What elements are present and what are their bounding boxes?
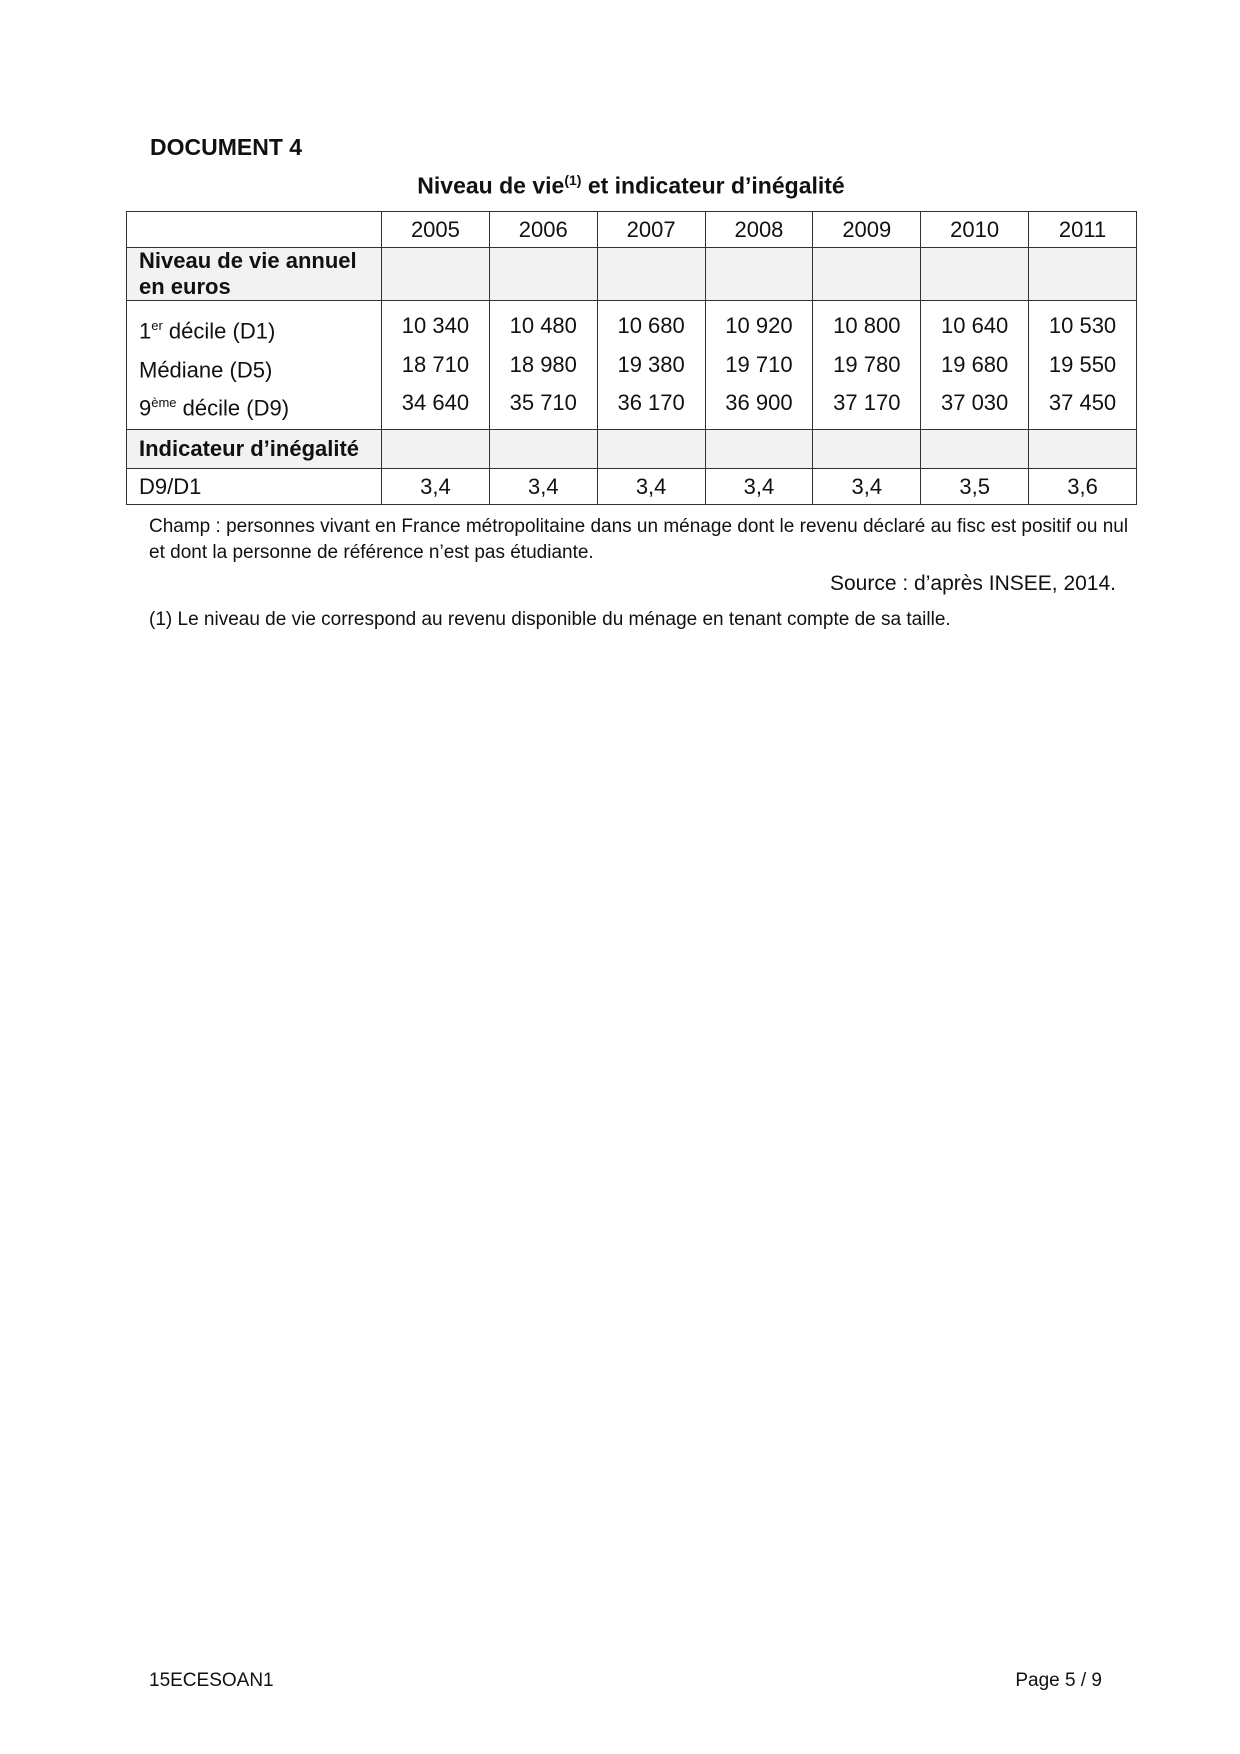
empty-cell (812, 429, 922, 469)
value-cell: 10 800 19 780 37 170 (812, 300, 922, 430)
year-header: 2009 (812, 211, 922, 248)
row-label-text: 1 (139, 318, 152, 344)
empty-cell (381, 429, 490, 469)
value: 35 710 (509, 390, 577, 416)
row-label: D9/D1 (126, 468, 382, 505)
value: 10 530 (1048, 313, 1117, 339)
page-number: Page 5 / 9 (1015, 1670, 1102, 1691)
row-label-sup: er (151, 318, 163, 334)
ratio-cell: 3,4 (812, 468, 922, 505)
empty-cell (704, 429, 814, 469)
year-header: 2010 (920, 211, 1030, 248)
value: 37 450 (1048, 390, 1117, 416)
value-cell: 10 640 19 680 37 030 (920, 300, 1030, 430)
row-label: 1er décile (D1) (139, 307, 381, 346)
empty-cell (920, 429, 1030, 469)
value: 19 680 (940, 351, 1009, 377)
header-row: 2005 2006 2007 2008 2009 2010 2011 (126, 211, 1137, 248)
empty-cell (812, 247, 922, 301)
ratio-cell: 3,4 (596, 468, 706, 505)
table-row: D9/D1 3,4 3,4 3,4 3,4 3,4 3,5 3,6 (126, 468, 1137, 505)
value: 10 340 (401, 313, 470, 339)
empty-cell (596, 429, 706, 469)
row-label-sup: ème (151, 395, 177, 411)
year-header: 2008 (704, 211, 814, 248)
document-label: DOCUMENT 4 (150, 134, 303, 160)
corner-cell (126, 211, 382, 248)
footer-code: 15ECESOAN1 (149, 1670, 274, 1691)
value: 18 980 (509, 351, 577, 377)
row-label-text: décile (D9) (176, 395, 290, 421)
year-header: 2007 (596, 211, 706, 248)
year-header: 2006 (488, 211, 598, 248)
ratio-cell: 3,4 (381, 468, 490, 505)
value: 10 920 (725, 313, 793, 339)
value-cell: 10 480 18 980 35 710 (488, 300, 598, 430)
scope-note: Champ : personnes vivant en France métro… (149, 516, 1129, 563)
empty-cell (920, 247, 1030, 301)
group-label: Indicateur d’inégalité (126, 429, 382, 469)
empty-cell (488, 429, 598, 469)
ratio-cell: 3,4 (704, 468, 814, 505)
value-cell: 10 530 19 550 37 450 (1028, 300, 1137, 430)
group-label: Niveau de vie annuel en euros (126, 247, 382, 301)
table-row: 1er décile (D1) Médiane (D5) 9ème décile (… (126, 300, 1137, 430)
year-header: 2005 (381, 211, 490, 248)
value: 36 170 (617, 390, 685, 416)
data-table: 2005 2006 2007 2008 2009 2010 2011 Niveau de v… (126, 211, 1137, 505)
row-label-text: décile (D1) (162, 318, 276, 344)
value: 19 710 (725, 351, 793, 377)
ratio-cell: 3,4 (488, 468, 598, 505)
value-cell: 10 920 19 710 36 900 (704, 300, 814, 430)
value: 18 710 (401, 351, 470, 377)
row-labels: 1er décile (D1) Médiane (D5) 9ème décile (… (126, 300, 382, 430)
empty-cell (381, 247, 490, 301)
value: 37 170 (833, 390, 901, 416)
ratio-cell: 3,5 (920, 468, 1030, 505)
value: 19 380 (617, 351, 685, 377)
value: 10 800 (833, 313, 901, 339)
ratio-cell: 3,6 (1028, 468, 1137, 505)
title-rest: et indicateur d’inégalité (581, 172, 845, 199)
row-label-text: Médiane (D5) (139, 357, 273, 383)
value: 36 900 (725, 390, 793, 416)
value: 10 640 (940, 313, 1009, 339)
value: 10 680 (617, 313, 685, 339)
value-cell: 10 680 19 380 36 170 (596, 300, 706, 430)
empty-cell (1028, 247, 1137, 301)
group-row: Niveau de vie annuel en euros (126, 247, 1137, 301)
row-label: Médiane (D5) (139, 346, 381, 385)
empty-cell (596, 247, 706, 301)
year-header: 2011 (1028, 211, 1137, 248)
value: 10 480 (509, 313, 577, 339)
table-title: Niveau de vie(1) et indicateur d’inégali… (0, 172, 1240, 200)
empty-cell (488, 247, 598, 301)
row-label: 9ème décile (D9) (139, 384, 381, 423)
source-note: Source : d’après INSEE, 2014. (830, 572, 1116, 595)
row-label-text: 9 (139, 395, 152, 421)
title-main: Niveau de vie (417, 172, 565, 199)
title-footnote-ref: (1) (564, 172, 582, 188)
empty-cell (1028, 429, 1137, 469)
value: 19 550 (1048, 351, 1117, 377)
empty-cell (704, 247, 814, 301)
value: 34 640 (401, 390, 470, 416)
value: 19 780 (833, 351, 901, 377)
group-row: Indicateur d’inégalité (126, 429, 1137, 469)
footnote: (1) Le niveau de vie correspond au reven… (149, 609, 951, 630)
value: 37 030 (940, 390, 1009, 416)
value-cell: 10 340 18 710 34 640 (381, 300, 490, 430)
